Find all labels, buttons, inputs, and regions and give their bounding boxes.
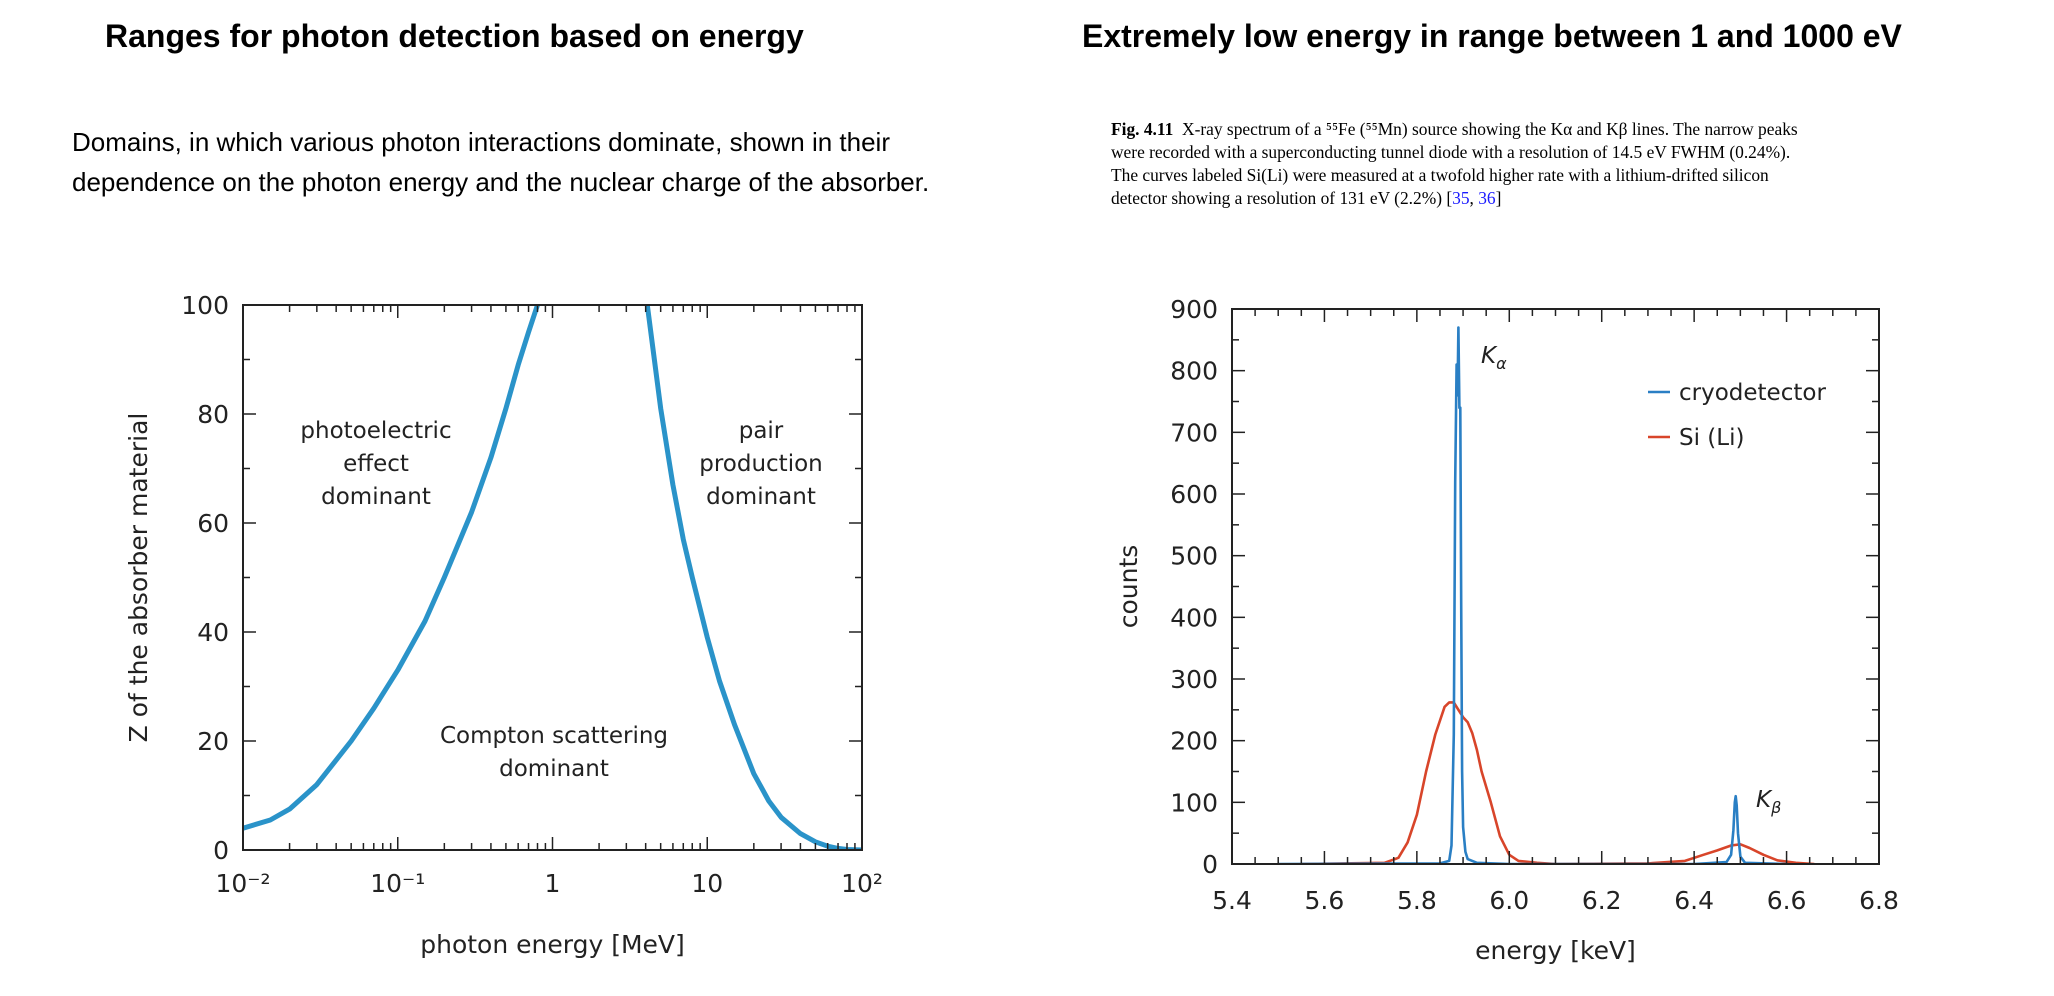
- y-tick-label: 100: [1170, 788, 1218, 817]
- description-line: dependence on the photon energy and the …: [72, 167, 930, 197]
- caption-line: detector showing a resolution of 131 eV …: [1111, 188, 1502, 208]
- caption-text: X-ray spectrum of a ⁵⁵Fe (⁵⁵Mn) source s…: [1182, 119, 1798, 139]
- legend-label: cryodetector: [1679, 380, 1826, 406]
- caption-line: were recorded with a superconducting tun…: [1111, 142, 1791, 162]
- y-tick-label: 800: [1170, 357, 1218, 386]
- y-tick-label: 400: [1170, 603, 1218, 632]
- y-tick-label: 60: [197, 509, 229, 538]
- y-tick-label: 0: [213, 836, 229, 865]
- caption-line: The curves labeled Si(Li) were measured …: [1111, 165, 1769, 185]
- x-axis-label: energy [keV]: [1475, 936, 1636, 965]
- y-tick-label: 500: [1170, 542, 1218, 571]
- figure-caption: Fig. 4.11 X-ray spectrum of a ⁵⁵Fe (⁵⁵Mn…: [1111, 118, 1889, 210]
- y-tick-label: 0: [1202, 850, 1218, 879]
- x-tick-label: 10⁻²: [215, 869, 270, 898]
- caption-line: Fig. 4.11 X-ray spectrum of a ⁵⁵Fe (⁵⁵Mn…: [1111, 118, 1889, 141]
- y-tick-label: 200: [1170, 727, 1218, 756]
- y-tick-label: 40: [197, 618, 229, 647]
- x-tick-label: 5.4: [1212, 886, 1252, 915]
- peak-label-main: K: [1481, 343, 1498, 369]
- x-tick-label: 6.2: [1582, 886, 1622, 915]
- region-label: dominant: [321, 484, 431, 510]
- y-axis-label: Z of the absorber material: [124, 413, 153, 743]
- citation-link[interactable]: 36: [1478, 188, 1496, 208]
- x-tick-label: 5.8: [1397, 886, 1437, 915]
- y-tick-label: 80: [197, 400, 229, 429]
- region-label: Compton scattering: [440, 723, 668, 749]
- x-tick-label: 10⁻¹: [370, 869, 425, 898]
- cryodetector-series: [1278, 326, 1787, 864]
- peak-label: Kβ: [1756, 787, 1781, 817]
- y-tick-label: 100: [181, 291, 229, 320]
- x-tick-label: 6.4: [1674, 886, 1714, 915]
- region-label: photoelectric: [300, 418, 451, 444]
- region-label: effect: [343, 451, 409, 477]
- citation-link[interactable]: 35: [1452, 188, 1470, 208]
- region-label: production: [699, 451, 823, 477]
- y-tick-label: 900: [1170, 295, 1218, 324]
- y-axis-label: counts: [1114, 545, 1143, 629]
- figure-number: Fig. 4.11: [1111, 119, 1174, 139]
- x-tick-label: 5.6: [1305, 886, 1345, 915]
- caption-text: ]: [1495, 188, 1502, 208]
- x-tick-label: 6.6: [1767, 886, 1807, 915]
- boundary-curve-1: [243, 305, 540, 831]
- y-tick-label: 700: [1170, 418, 1218, 447]
- peak-label-main: K: [1756, 787, 1773, 813]
- region-label: dominant: [706, 484, 816, 510]
- description-line: Domains, in which various photon interac…: [72, 127, 890, 157]
- legend-label: Si (Li): [1679, 425, 1744, 451]
- sili-series: [1301, 701, 1815, 864]
- peak-label-subscript: β: [1770, 798, 1781, 817]
- x-tick-label: 6.8: [1859, 886, 1899, 915]
- y-tick-label: 600: [1170, 480, 1218, 509]
- x-tick-label: 10: [691, 869, 723, 898]
- y-tick-label: 20: [197, 727, 229, 756]
- region-label: pair: [739, 418, 784, 444]
- x-tick-label: 1: [545, 869, 561, 898]
- peak-label: Kα: [1481, 343, 1507, 373]
- left-section-title: Ranges for photon detection based on ene…: [105, 18, 804, 54]
- right-section-title: Extremely low energy in range between 1 …: [1082, 18, 1902, 54]
- caption-text: detector showing a resolution of 131 eV …: [1111, 188, 1453, 208]
- region-label: dominant: [499, 756, 609, 782]
- y-tick-label: 300: [1170, 665, 1218, 694]
- peak-label-subscript: α: [1496, 354, 1507, 373]
- boundary-curve-2: [644, 305, 862, 850]
- left-description: Domains, in which various photon interac…: [72, 122, 1032, 202]
- interaction-domains-chart: 0 20 40 60 80 100 10⁻² 10⁻¹ 1 10 10² photon energy …: [124, 291, 883, 959]
- x-axis-label: photon energy [MeV]: [420, 930, 685, 959]
- x-tick-label: 6.0: [1489, 886, 1529, 915]
- x-tick-label: 10²: [841, 869, 883, 898]
